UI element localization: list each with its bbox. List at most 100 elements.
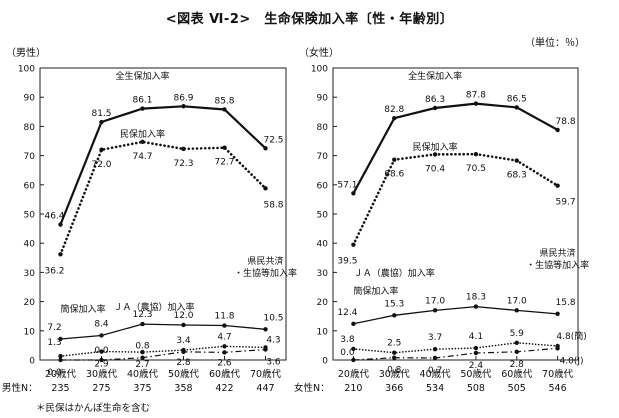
data-label: 85.8 xyxy=(214,96,234,106)
y-tick-label: 70 xyxy=(317,152,329,162)
data-label: 82.8 xyxy=(384,105,404,115)
data-label: 3.8 xyxy=(340,335,355,345)
data-point xyxy=(263,347,268,352)
data-label: 78.8 xyxy=(556,117,576,127)
data-label: 8.4 xyxy=(94,319,109,329)
data-point xyxy=(351,191,356,196)
n-value: 534 xyxy=(426,383,444,394)
x-tick-label: 70歳代 xyxy=(542,368,574,380)
series-line xyxy=(352,102,559,194)
n-value: 505 xyxy=(508,383,526,394)
series-name: ＪＡ（農協）加入率 xyxy=(354,267,435,279)
data-label: 72.7 xyxy=(214,158,234,168)
data-label: 4.3 xyxy=(266,335,280,345)
data-point xyxy=(351,357,356,363)
data-label: 10.5 xyxy=(263,313,283,323)
data-point xyxy=(473,345,479,351)
data-label: 72.3 xyxy=(173,159,193,169)
x-tick-label: 20歳代 xyxy=(45,368,77,380)
y-tick-label: 10 xyxy=(24,327,36,337)
data-point xyxy=(473,350,479,356)
data-label: 59.7 xyxy=(556,198,576,208)
series-line xyxy=(352,341,559,354)
data-label: 57.1 xyxy=(337,180,357,190)
series-line xyxy=(353,305,558,325)
data-point xyxy=(555,127,560,133)
data-label: 4.1 xyxy=(469,332,483,342)
data-point xyxy=(555,346,560,351)
data-point xyxy=(58,357,63,363)
data-label: 2.9 xyxy=(94,360,109,370)
series-name: 県民共済 xyxy=(540,247,576,259)
data-point xyxy=(392,355,397,360)
data-label: 12.0 xyxy=(173,311,193,321)
data-label: 86.9 xyxy=(173,93,193,103)
data-point xyxy=(392,116,397,121)
data-label: 2.7 xyxy=(135,360,149,370)
y-tick-label: 20 xyxy=(24,298,36,308)
series-name: 県民共済 xyxy=(247,255,283,267)
data-label: 86.3 xyxy=(425,95,445,105)
data-point xyxy=(473,101,479,106)
data-point xyxy=(99,147,104,152)
female-chart xyxy=(332,67,579,363)
data-label: 7.2 xyxy=(47,323,61,333)
data-label: 39.5 xyxy=(337,257,357,267)
data-point xyxy=(432,346,438,352)
data-label: 72.0 xyxy=(91,160,111,170)
data-label: 17.0 xyxy=(425,296,445,306)
data-label: 12.3 xyxy=(132,310,152,320)
x-tick-label: 60歳代 xyxy=(501,368,533,380)
plot-frame xyxy=(39,67,287,361)
data-label: 81.5 xyxy=(91,109,111,119)
data-point xyxy=(392,157,397,162)
data-point xyxy=(432,152,438,157)
data-label: 0.7 xyxy=(428,366,442,376)
data-label: 86.1 xyxy=(132,96,152,106)
series-line xyxy=(60,323,266,340)
y-tick-label: 90 xyxy=(317,94,329,104)
y-tick-label: 100 xyxy=(311,65,328,75)
data-point xyxy=(222,107,227,112)
data-label: 11.8 xyxy=(214,312,234,322)
data-label: 74.7 xyxy=(132,152,152,162)
series-name: ・生協等加入率 xyxy=(526,259,589,271)
data-label: 46.4 xyxy=(44,212,64,222)
data-point xyxy=(473,304,479,309)
data-point xyxy=(222,344,227,349)
data-label: 4.0(J) xyxy=(560,356,584,366)
data-label: 4.8(簡) xyxy=(556,330,586,342)
y-tick-label: 50 xyxy=(317,211,329,221)
data-point xyxy=(140,139,145,145)
data-label: 70.4 xyxy=(425,164,445,174)
data-point xyxy=(351,321,356,326)
data-point xyxy=(140,355,145,360)
data-point xyxy=(392,313,397,318)
n-value: 210 xyxy=(344,383,362,394)
data-point xyxy=(555,311,560,317)
series-name: ・生協等加入率 xyxy=(234,267,297,279)
data-point xyxy=(181,104,186,109)
data-point xyxy=(58,336,63,342)
data-point xyxy=(263,146,268,151)
panel-label: （女性） xyxy=(299,46,339,59)
x-tick-label: 30歳代 xyxy=(379,368,411,380)
y-tick-label: 10 xyxy=(317,327,329,337)
y-tick-label: 60 xyxy=(317,181,329,191)
n-value: 358 xyxy=(174,383,192,394)
data-point xyxy=(222,350,227,355)
x-tick-label: 50歳代 xyxy=(460,368,492,380)
series-line xyxy=(352,152,559,246)
data-label: 12.4 xyxy=(337,308,357,318)
data-label: 2.4 xyxy=(469,361,484,371)
y-tick-label: 0 xyxy=(322,357,328,367)
series-line xyxy=(60,348,266,361)
data-point xyxy=(351,242,356,247)
data-point xyxy=(432,308,438,313)
series-line xyxy=(59,140,267,256)
y-tick-label: 70 xyxy=(24,152,36,162)
series-line xyxy=(59,105,267,225)
data-point xyxy=(555,183,560,188)
data-label: 2.5 xyxy=(387,339,401,349)
